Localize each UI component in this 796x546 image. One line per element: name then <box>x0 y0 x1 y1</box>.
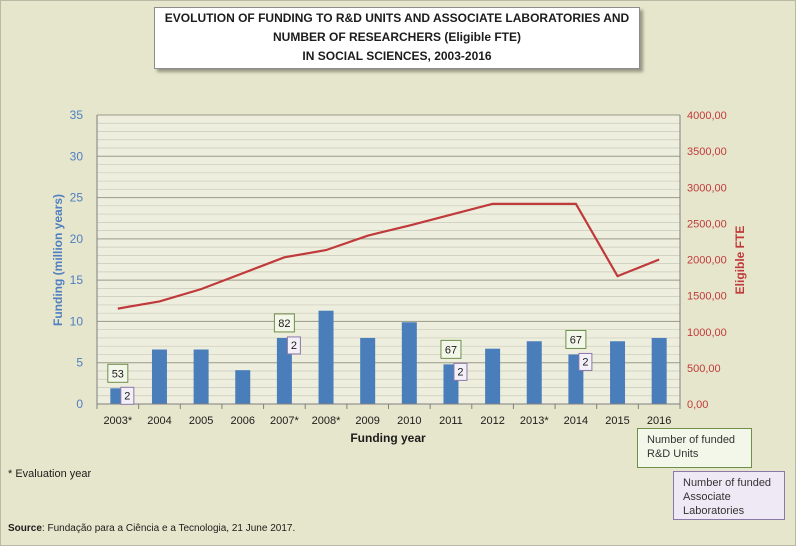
y-tick-label: 5 <box>76 356 83 370</box>
units-count-box <box>273 313 295 333</box>
units-count-label: 67 <box>445 344 457 356</box>
x-tick-label: 2015 <box>605 415 629 427</box>
y-tick-label: 10 <box>70 314 84 328</box>
y2-tick-label: 4000,00 <box>687 110 727 122</box>
bar-2005 <box>193 349 209 404</box>
x-tick-label: 2007* <box>270 415 299 427</box>
bar-2004 <box>151 349 167 404</box>
y2-tick-label: 500,00 <box>687 363 721 375</box>
x-tick-label: 2013* <box>520 415 549 427</box>
bar-2016 <box>651 337 667 404</box>
labs-count-label: 2 <box>457 366 463 378</box>
y-tick-label: 20 <box>70 232 84 246</box>
y2-tick-label: 1000,00 <box>687 327 727 339</box>
bar-2007* <box>276 337 292 404</box>
units-count-label: 67 <box>570 334 582 346</box>
bar-2006 <box>235 370 251 404</box>
x-tick-label: 2004 <box>147 415 171 427</box>
title-line-1: EVOLUTION OF FUNDING TO R&D UNITS AND AS… <box>164 11 630 25</box>
chart-title: EVOLUTION OF FUNDING TO R&D UNITS AND AS… <box>154 7 640 69</box>
y2-tick-label: 3000,00 <box>687 182 727 194</box>
y2-tick-label: 2500,00 <box>687 218 727 230</box>
labs-count-box <box>120 386 135 405</box>
title-line-3: IN SOCIAL SCIENCES, 2003-2016 <box>302 49 492 63</box>
y2-axis-label: Eligible FTE <box>733 226 747 295</box>
bar-2008* <box>318 310 334 404</box>
x-tick-label: 2012 <box>480 415 504 427</box>
units-count-label: 82 <box>278 318 290 330</box>
y-tick-label: 15 <box>70 273 84 287</box>
labs-count-box <box>453 362 468 381</box>
source-text: : Fundação para a Ciência e a Tecnologia… <box>41 523 296 534</box>
labs-count-label: 2 <box>291 340 297 352</box>
labs-count-box <box>578 352 593 371</box>
x-tick-label: 2016 <box>647 415 671 427</box>
legend-labs-box: Number of funded Associate Laboratories <box>673 471 785 520</box>
y-tick-label: 0 <box>76 397 83 411</box>
y-tick-label: 25 <box>70 191 84 205</box>
labs-count-label: 2 <box>124 390 130 402</box>
title-line-2: NUMBER OF RESEARCHERS (Eligible FTE) <box>272 30 521 44</box>
legend-units-box: Number of funded R&D Units <box>637 428 752 468</box>
bar-2013* <box>526 341 542 404</box>
bar-2012 <box>485 348 501 404</box>
x-tick-label: 2006 <box>231 415 255 427</box>
footnote: * Evaluation year <box>8 468 92 480</box>
tick-labels: 0 5 10 15 20 25 30 35 0,00 500,00 1000,00 1500,00 20… <box>70 108 727 427</box>
fte-line <box>117 202 660 310</box>
bar-2010 <box>401 322 417 404</box>
bar-2009 <box>360 337 376 404</box>
units-count-box <box>565 329 587 349</box>
labs-count-box <box>286 336 301 355</box>
source-label: Source <box>8 523 42 534</box>
y-tick-label: 30 <box>70 149 84 163</box>
x-tick-label: 2008* <box>312 415 341 427</box>
y2-tick-label: 0,00 <box>687 399 708 411</box>
plot-area <box>97 115 680 404</box>
units-count-box <box>107 363 129 383</box>
y2-tick-label: 2000,00 <box>687 255 727 267</box>
x-tick-label: 2003* <box>103 415 132 427</box>
y2-tick-label: 3500,00 <box>687 146 727 158</box>
x-axis-label: Funding year <box>350 431 426 445</box>
bar-2015 <box>610 341 626 404</box>
y-axis-label: Funding (million years) <box>51 194 65 326</box>
y2-tick-label: 1500,00 <box>687 291 727 303</box>
funding-bars <box>110 310 667 404</box>
x-tick-label: 2005 <box>189 415 213 427</box>
y-tick-label: 35 <box>70 108 84 122</box>
source-note: Source: Fundação para a Ciência e a Tecn… <box>8 523 295 534</box>
x-tick-label: 2014 <box>564 415 588 427</box>
units-count-label: 53 <box>112 368 124 380</box>
axes <box>96 115 681 409</box>
x-tick-label: 2009 <box>355 415 379 427</box>
labs-count-label: 2 <box>582 356 588 368</box>
x-tick-label: 2011 <box>439 415 463 427</box>
x-tick-label: 2010 <box>397 415 421 427</box>
units-count-box <box>440 339 462 359</box>
